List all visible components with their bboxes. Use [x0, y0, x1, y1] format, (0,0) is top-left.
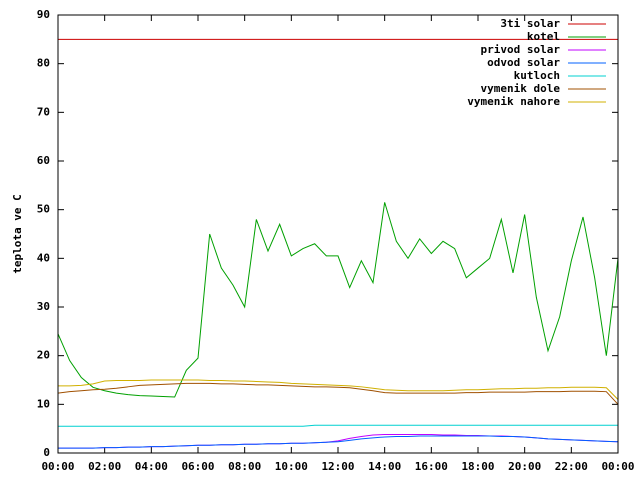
y-tick-label: 70 [37, 105, 50, 118]
series-line [58, 424, 618, 427]
y-tick-label: 40 [37, 251, 50, 264]
x-tick-label: 16:00 [415, 460, 448, 473]
x-tick-label: 10:00 [275, 460, 308, 473]
legend-label: vymenik nahore [467, 95, 560, 108]
x-tick-label: 12:00 [321, 460, 354, 473]
series-line [58, 435, 619, 449]
legend-label: 3ti solar [500, 17, 560, 30]
series-line [57, 382, 619, 405]
x-tick-label: 08:00 [228, 460, 261, 473]
x-tick-label: 14:00 [368, 460, 401, 473]
y-tick-label: 0 [43, 446, 50, 459]
x-tick-label: 18:00 [461, 460, 494, 473]
legend-label: kotel [527, 30, 560, 43]
y-tick-label: 90 [37, 8, 50, 21]
x-tick-label: 04:00 [135, 460, 168, 473]
legend-label: odvod solar [487, 56, 560, 69]
x-tick-label: 22:00 [555, 460, 588, 473]
series-line [58, 379, 619, 400]
y-tick-label: 50 [37, 203, 50, 216]
y-tick-label: 80 [37, 57, 50, 70]
x-tick-label: 06:00 [181, 460, 214, 473]
legend-label: kutloch [514, 69, 560, 82]
legend-label: vymenik dole [481, 82, 561, 95]
series-line [57, 202, 619, 398]
y-tick-label: 30 [37, 300, 50, 313]
legend-label: privod solar [481, 43, 561, 56]
x-tick-label: 00:00 [41, 460, 74, 473]
x-tick-label: 00:00 [601, 460, 634, 473]
y-axis-label: teplota ve C [11, 194, 24, 273]
plot-border [57, 14, 619, 454]
x-tick-label: 20:00 [508, 460, 541, 473]
x-tick-label: 02:00 [88, 460, 121, 473]
y-tick-label: 10 [37, 397, 50, 410]
y-tick-label: 60 [37, 154, 50, 167]
y-tick-label: 20 [37, 349, 50, 362]
